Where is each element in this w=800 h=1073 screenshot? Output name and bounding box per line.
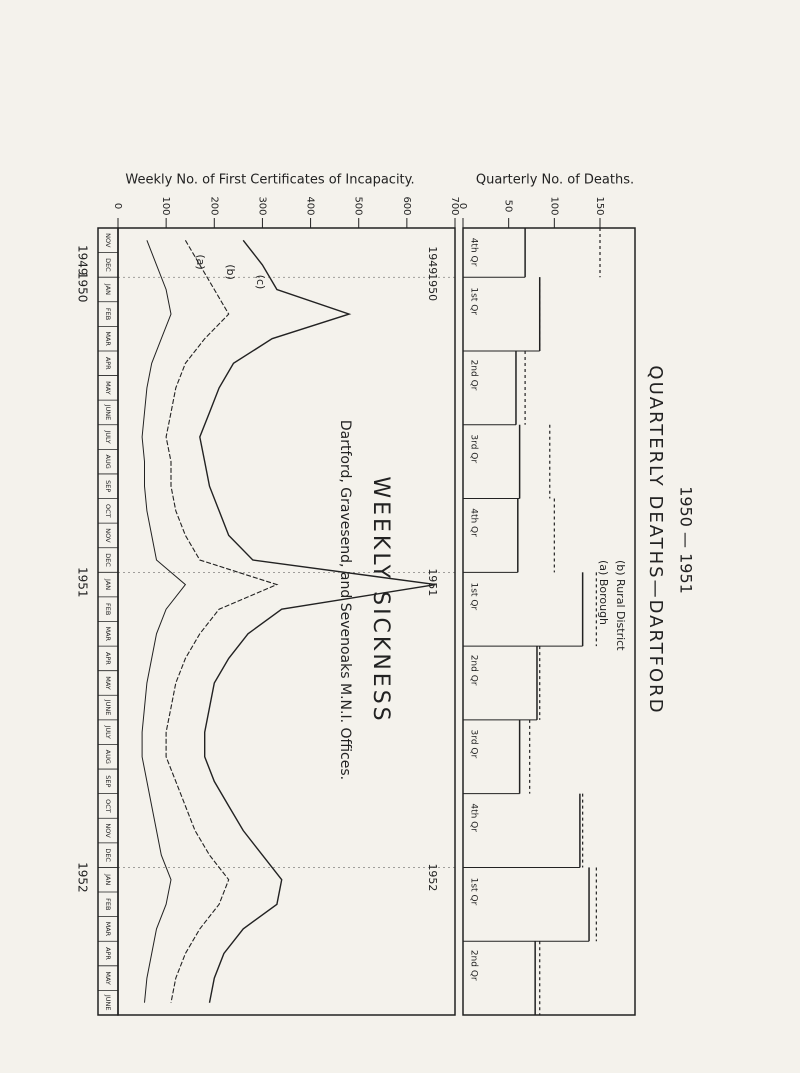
quarter-label: 2nd Qr xyxy=(469,360,479,391)
legend-label: (b) Rural District xyxy=(614,560,627,651)
y-tick-label: 600 xyxy=(401,196,412,215)
month-label: MAY xyxy=(104,381,112,395)
year-label: 1951 xyxy=(76,567,90,598)
quarter-label: 3rd Qr xyxy=(469,730,479,759)
month-label: JUNE xyxy=(104,404,112,421)
month-label: MAY xyxy=(104,676,112,690)
month-label: SEP xyxy=(104,775,112,787)
quarter-label: 4th Qr xyxy=(469,803,479,832)
series-label: (c) xyxy=(254,275,267,290)
y-tick-label: 500 xyxy=(353,196,364,215)
month-label: DEC xyxy=(104,553,112,567)
month-label: DEC xyxy=(104,848,112,862)
left-header: Weekly No. of First Certificates of Inca… xyxy=(125,173,414,188)
month-label: AUG xyxy=(104,455,112,469)
inner-year-label: 1951 xyxy=(426,568,439,596)
month-label: JAN xyxy=(104,283,112,295)
month-label: SEP xyxy=(104,480,112,492)
series-label: (b) xyxy=(224,264,237,280)
month-label: NOV xyxy=(104,823,112,838)
month-label: MAR xyxy=(104,331,112,346)
year-label: 1950 xyxy=(76,272,90,303)
chart-annotation: QUARTERLY DEATHS—DARTFORD xyxy=(645,365,666,714)
month-label: OCT xyxy=(104,504,112,518)
y-tick-label: 50 xyxy=(503,200,514,213)
quarter-label: 4th Qr xyxy=(469,238,479,267)
month-label: AUG xyxy=(104,750,112,764)
month-label: FEB xyxy=(104,898,112,910)
month-label: MAY xyxy=(104,971,112,985)
legend-label: (a) Borough xyxy=(597,560,610,625)
y-tick-label: 100 xyxy=(548,196,559,215)
y-tick-label: 150 xyxy=(594,196,605,215)
month-label: NOV xyxy=(104,528,112,543)
inner-year-label: 1950 xyxy=(426,273,439,301)
quarter-label: 4th Qr xyxy=(469,508,479,537)
month-label: JAN xyxy=(104,873,112,885)
month-label: MAR xyxy=(104,922,112,937)
month-label: APR xyxy=(104,947,112,960)
month-label: JULY xyxy=(104,724,112,738)
month-label: OCT xyxy=(104,799,112,813)
right-header: Quarterly No. of Deaths. xyxy=(476,173,634,188)
month-label: APR xyxy=(104,357,112,370)
sickness-line xyxy=(141,240,187,1003)
year-label: 1952 xyxy=(76,862,90,893)
sickness-line xyxy=(199,239,436,1003)
inner-year-label: 1952 xyxy=(426,863,439,891)
month-label: FEB xyxy=(104,603,112,615)
month-label: MAR xyxy=(104,627,112,642)
quarter-label: 1st Qr xyxy=(469,583,479,611)
month-label: JUNE xyxy=(104,994,112,1011)
chart-annotation: WEEKLY SICKNESS xyxy=(368,476,393,723)
y-tick-label: 700 xyxy=(449,196,460,215)
year-label: 1949 xyxy=(76,245,90,276)
month-label: JUNE xyxy=(104,699,112,716)
quarter-label: 3rd Qr xyxy=(469,434,479,463)
inner-year-label: 1949 xyxy=(426,246,439,274)
month-label: JAN xyxy=(104,578,112,590)
month-label: NOV xyxy=(104,233,112,248)
y-tick-label: 100 xyxy=(160,196,171,215)
quarter-label: 2nd Qr xyxy=(469,950,479,981)
quarter-label: 2nd Qr xyxy=(469,655,479,686)
quarter-label: 1st Qr xyxy=(469,287,479,315)
series-label: (a) xyxy=(194,254,207,269)
y-tick-label: 300 xyxy=(256,196,267,215)
y-tick-label: 400 xyxy=(305,196,316,215)
quarter-label: 1st Qr xyxy=(469,878,479,906)
y-tick-label: 0 xyxy=(112,203,123,209)
month-label: DEC xyxy=(104,258,112,272)
y-tick-label: 0 xyxy=(457,203,468,209)
y-tick-label: 200 xyxy=(208,196,219,215)
month-label: JULY xyxy=(104,429,112,443)
month-label: FEB xyxy=(104,308,112,320)
sickness-line xyxy=(165,240,279,1003)
chart-annotation: 1950 — 1951 xyxy=(677,486,696,594)
deaths-frame xyxy=(462,227,636,1016)
month-label: APR xyxy=(104,652,112,665)
chart-annotation: Dartford, Gravesend, and Sevenoaks M.N.I… xyxy=(337,420,353,780)
